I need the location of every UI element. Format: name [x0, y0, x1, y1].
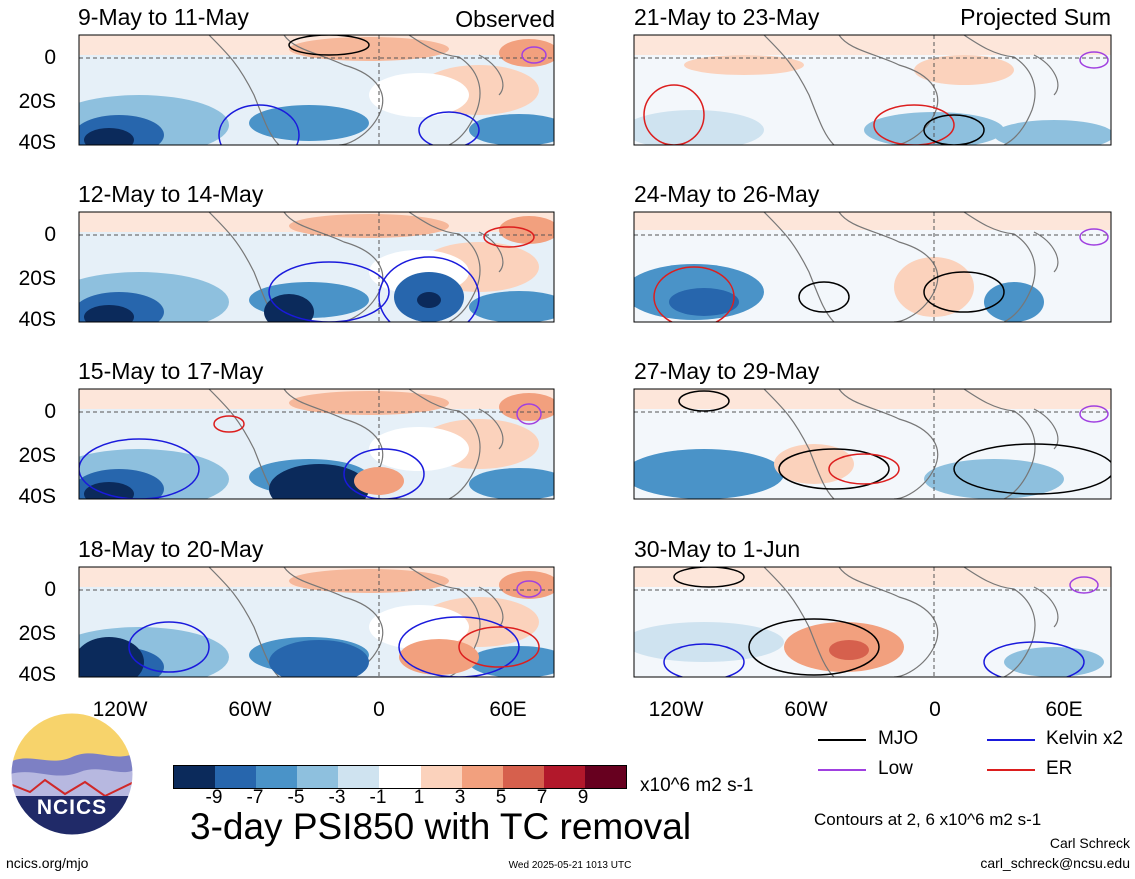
panel-title-l3: 15-May to 17-May — [78, 358, 264, 384]
colorbar-swatch — [215, 766, 257, 788]
colorbar-label: -7 — [246, 787, 264, 808]
x-tick-60w: 60W — [784, 698, 828, 721]
y-tick-0: 0 — [44, 223, 56, 246]
y-tick-0: 0 — [44, 400, 56, 423]
panel-title-r2: 24-May to 26-May — [634, 181, 820, 207]
legend-swatch-mjo — [818, 739, 866, 741]
map-panel-l4 — [78, 566, 555, 678]
y-tick-40s: 40S — [18, 131, 56, 154]
colorbar-label: 1 — [413, 787, 425, 808]
colorbar-swatch — [338, 766, 380, 788]
x-tick-0: 0 — [373, 698, 385, 721]
panel-title-r3: 27-May to 29-May — [634, 358, 820, 384]
legend-label-er: ER — [1046, 758, 1073, 779]
timestamp: Wed 2025-05-21 1013 UTC — [508, 860, 632, 871]
colorbar-label: -3 — [328, 787, 346, 808]
y-tick-40s: 40S — [18, 485, 56, 508]
map-panel-r2 — [633, 211, 1112, 323]
map-panel-r3 — [633, 388, 1112, 500]
author-email[interactable]: carl_schreck@ncsu.edu — [980, 855, 1130, 871]
y-tick-40s: 40S — [18, 663, 56, 686]
colorbar-swatch — [461, 766, 503, 788]
y-tick-20s: 20S — [18, 622, 56, 645]
colorbar-swatch — [543, 766, 585, 788]
map-panel-r4 — [633, 566, 1112, 678]
panel-title-l1: 9-May to 11-May — [78, 4, 249, 30]
colorbar-label: 7 — [536, 787, 548, 808]
logo-graphic — [10, 712, 134, 836]
colorbar-swatch — [379, 766, 421, 788]
colorbar-label: 5 — [495, 787, 507, 808]
x-tick-60w: 60W — [228, 698, 272, 721]
contours-note: Contours at 2, 6 x10^6 m2 s-1 — [814, 810, 1042, 829]
colorbar-units: x10^6 m2 s-1 — [640, 775, 754, 796]
x-tick-60e: 60E — [1045, 698, 1083, 721]
x-tick-120w: 120W — [92, 698, 148, 721]
legend-swatch-kelvin — [987, 739, 1035, 741]
colorbar-label: -1 — [369, 787, 387, 808]
y-tick-0: 0 — [44, 46, 56, 69]
colorbar-swatch — [297, 766, 339, 788]
colorbar-swatch — [420, 766, 462, 788]
legend-swatch-er — [987, 769, 1035, 771]
colorbar-label: 3 — [454, 787, 466, 808]
colorbar — [173, 765, 627, 789]
y-tick-20s: 20S — [18, 90, 56, 113]
ncics-logo: NCICS — [10, 712, 134, 836]
colorbar-label: 9 — [577, 787, 589, 808]
panel-title-r1: 21-May to 23-May — [634, 4, 820, 30]
y-tick-40s: 40S — [18, 308, 56, 331]
map-panel-l3 — [78, 388, 555, 500]
panel-title-l2: 12-May to 14-May — [78, 181, 264, 207]
colorbar-label: -5 — [287, 787, 305, 808]
legend-label-low: Low — [878, 758, 913, 779]
colorbar-swatch — [174, 766, 216, 788]
colorbar-swatch — [584, 766, 627, 788]
y-tick-20s: 20S — [18, 444, 56, 467]
panel-title-r4: 30-May to 1-Jun — [634, 536, 801, 562]
panel-title-l4: 18-May to 20-May — [78, 536, 264, 562]
y-tick-0: 0 — [44, 578, 56, 601]
legend-label-mjo: MJO — [878, 728, 919, 749]
author-name: Carl Schreck — [1049, 835, 1130, 851]
colorbar-swatch — [502, 766, 544, 788]
panel-tag-observed: Observed — [455, 6, 555, 32]
source-url[interactable]: ncics.org/mjo — [6, 855, 89, 871]
colorbar-swatch — [256, 766, 298, 788]
x-tick-60e: 60E — [489, 698, 527, 721]
legend-swatch-low — [818, 769, 866, 771]
main-title: 3-day PSI850 with TC removal — [190, 806, 692, 847]
map-panel-r1 — [633, 34, 1112, 146]
legend-label-kelvin: Kelvin x2 — [1046, 728, 1124, 749]
colorbar-label: -9 — [205, 787, 223, 808]
panel-tag-projected: Projected Sum — [960, 4, 1111, 30]
map-panel-l1 — [78, 34, 555, 146]
logo-text: NCICS — [36, 796, 108, 819]
x-tick-120w: 120W — [648, 698, 704, 721]
map-panel-l2 — [78, 211, 555, 323]
x-tick-0: 0 — [929, 698, 941, 721]
y-tick-20s: 20S — [18, 267, 56, 290]
